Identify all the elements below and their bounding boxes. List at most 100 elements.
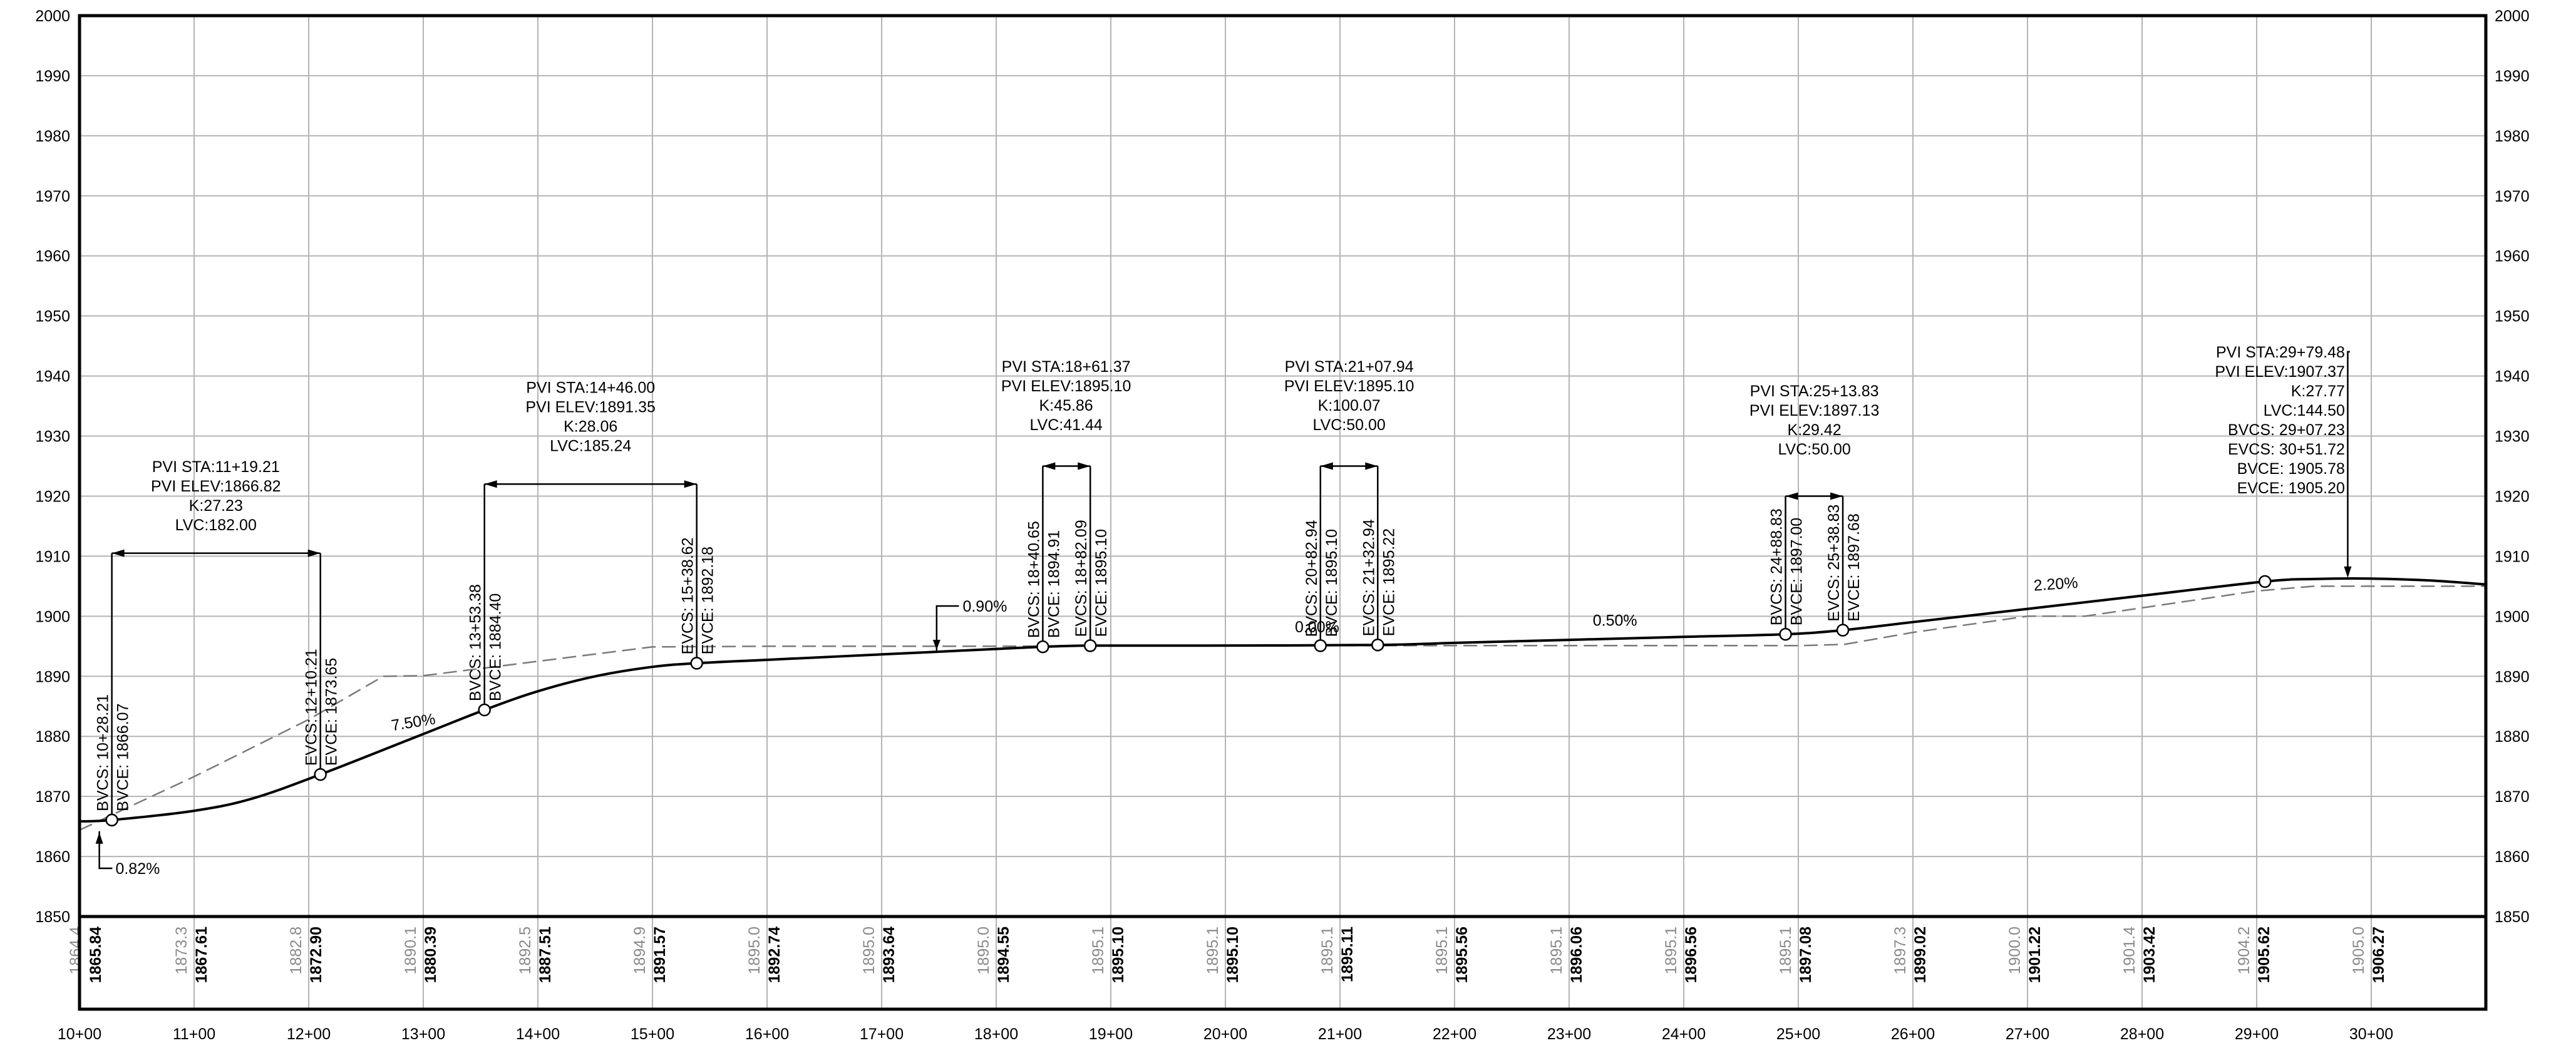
station-label: 10+00 (58, 1025, 101, 1043)
existing-elevation-value: 1895.1 (1090, 927, 1107, 974)
vertical-curve-arrowhead-right (1830, 492, 1843, 500)
pvi-label-line: PVI ELEV:1866.82 (151, 478, 281, 495)
station-label: 29+00 (2235, 1025, 2279, 1043)
station-label: 11+00 (173, 1025, 215, 1043)
curve-point-elevation-label: BVCE: 1895.10 (1323, 529, 1341, 637)
curve-point-elevation-label: BVCE: 1884.40 (487, 593, 505, 701)
curve-point-elevation-label: EVCE: 1873.65 (323, 658, 341, 766)
curve-point-station-label: BVCS: 24+88.83 (1768, 508, 1786, 625)
vertical-curve-arrowhead-right (307, 549, 321, 557)
proposed-elevation-value: 1903.42 (2141, 927, 2158, 983)
grade-label: 0.00% (1295, 619, 1339, 636)
station-label: 26+00 (1891, 1025, 1935, 1043)
station-label: 27+00 (2006, 1025, 2049, 1043)
existing-ground-line (79, 585, 2486, 831)
curve-point-marker (1036, 640, 1049, 654)
curve-point-marker (105, 813, 118, 827)
elevation-tick-label-right: 1850 (2495, 908, 2530, 926)
elevation-tick-label-right: 1990 (2495, 68, 2530, 85)
proposed-elevation-value: 1887.51 (537, 927, 554, 983)
elevation-tick-label-left: 1930 (35, 428, 70, 446)
grade-label: 0.50% (1593, 612, 1637, 630)
pvi-label-line: K:29.42 (1788, 421, 1842, 439)
curve-point-elevation-label: EVCE: 1892.18 (699, 547, 717, 654)
existing-elevation-value: 1895.1 (1777, 927, 1795, 974)
station-label: 19+00 (1089, 1025, 1133, 1043)
pvi-label-line: PVI ELEV:1895.10 (1284, 378, 1414, 395)
curve-point-marker (1314, 639, 1327, 652)
proposed-elevation-value: 1896.56 (1682, 927, 1700, 983)
existing-elevation-value: 1905.0 (2350, 927, 2367, 974)
curve-point-elevation-label: BVCE: 1894.91 (1045, 530, 1063, 638)
vertical-curve-arrowhead-right (1078, 462, 1091, 470)
station-label: 28+00 (2120, 1025, 2164, 1043)
elevation-tick-label-left: 1890 (35, 668, 70, 686)
axis-layer: 1850 1850 1860 1860 1870 1870 1880 1880 1890 1890… (35, 8, 2529, 1043)
proposed-elevation-value: 1905.62 (2255, 927, 2273, 983)
elevation-tick-label-right: 1900 (2495, 608, 2530, 625)
curve-point-marker (1083, 639, 1097, 652)
curve-point-station-label: BVCS: 18+40.65 (1025, 521, 1043, 638)
proposed-elevation-value: 1895.11 (1339, 927, 1356, 982)
pvi-label-line: PVI STA:18+61.37 (1002, 358, 1131, 376)
grade-leader-arrowhead (95, 832, 103, 844)
proposed-elevation-value: 1867.61 (193, 927, 210, 983)
existing-elevation-value: 1895.0 (860, 927, 878, 974)
existing-elevation-value: 1900.0 (2006, 927, 2024, 974)
station-label: 17+00 (860, 1025, 904, 1043)
annotation-layer: BVCS: 10+28.21 BVCE: 1866.07 EVCS: 12+10.2… (95, 344, 2352, 878)
station-label: 25+00 (1776, 1025, 1820, 1043)
elevation-tick-label-right: 2000 (2495, 8, 2530, 25)
proposed-elevation-value: 1893.64 (880, 927, 898, 983)
curve-point-station-label: EVCS: 15+38.62 (679, 537, 697, 654)
elevation-tick-label-right: 1910 (2495, 548, 2530, 565)
elevation-tick-label-right: 1860 (2495, 848, 2530, 866)
elevation-tick-label-left: 1920 (35, 488, 70, 505)
elevation-tick-label-right: 1880 (2495, 728, 2530, 746)
elevation-tick-label-right: 1930 (2495, 428, 2530, 446)
elevation-tick-label-left: 1910 (35, 548, 70, 565)
proposed-elevation-value: 1895.56 (1453, 927, 1471, 983)
existing-ground-layer (79, 585, 2486, 831)
pvi-label-line: K:28.06 (564, 418, 617, 435)
station-label: 23+00 (1547, 1025, 1591, 1043)
grade-leader-arrowhead (932, 640, 940, 650)
pvi-label-line: PVI STA:21+07.94 (1285, 358, 1414, 376)
elevation-tick-label-left: 1980 (35, 128, 70, 145)
elevation-tick-label-left: 1970 (35, 188, 70, 205)
curve-point-elevation-label: BVCE: 1866.07 (115, 703, 132, 811)
elevation-tick-label-right: 1980 (2495, 128, 2530, 145)
elevation-tick-label-left: 1940 (35, 368, 70, 386)
grid-lines (80, 16, 2486, 1009)
curve-point-elevation-label: EVCE: 1895.10 (1093, 529, 1110, 637)
elevation-tick-label-right: 1890 (2495, 668, 2530, 686)
station-label: 30+00 (2349, 1025, 2393, 1043)
elevation-tick-label-left: 1870 (35, 788, 70, 806)
station-label: 14+00 (516, 1025, 560, 1043)
pvi-label-line: K:100.07 (1318, 397, 1381, 414)
vertical-curve-arrowhead-left (1785, 492, 1798, 500)
pvi-label-line: LVC:50.00 (1778, 441, 1850, 458)
curve-point-station-label: EVCS: 21+32.94 (1360, 519, 1378, 636)
curve-point-marker (314, 768, 327, 781)
station-label: 21+00 (1318, 1025, 1362, 1043)
existing-elevation-value: 1864.4 (67, 927, 85, 975)
pvi-label-line: PVI STA:14+46.00 (526, 379, 655, 396)
existing-elevation-value: 1895.1 (1662, 927, 1680, 974)
curve-point-station-label: BVCS: 13+53.38 (467, 584, 485, 701)
elevation-tick-label-right: 1950 (2495, 308, 2530, 326)
curve-point-station-label: BVCS: 20+82.94 (1303, 520, 1321, 637)
proposed-profile-line (79, 577, 2486, 823)
proposed-elevation-value: 1906.27 (2370, 927, 2388, 983)
station-label: 20+00 (1203, 1025, 1247, 1043)
frame-layer (78, 14, 2488, 1011)
existing-elevation-value: 1873.3 (173, 927, 190, 974)
existing-elevation-value: 1895.1 (1548, 927, 1565, 974)
existing-elevation-value: 1895.0 (746, 927, 763, 974)
pvi-label-line: EVCE: 1905.20 (2237, 480, 2345, 497)
curve-point-elevation-label: BVCE: 1897.00 (1788, 518, 1806, 625)
proposed-elevation-value: 1896.06 (1568, 927, 1585, 983)
station-label: 16+00 (745, 1025, 789, 1043)
plot-frame (78, 14, 2488, 1011)
